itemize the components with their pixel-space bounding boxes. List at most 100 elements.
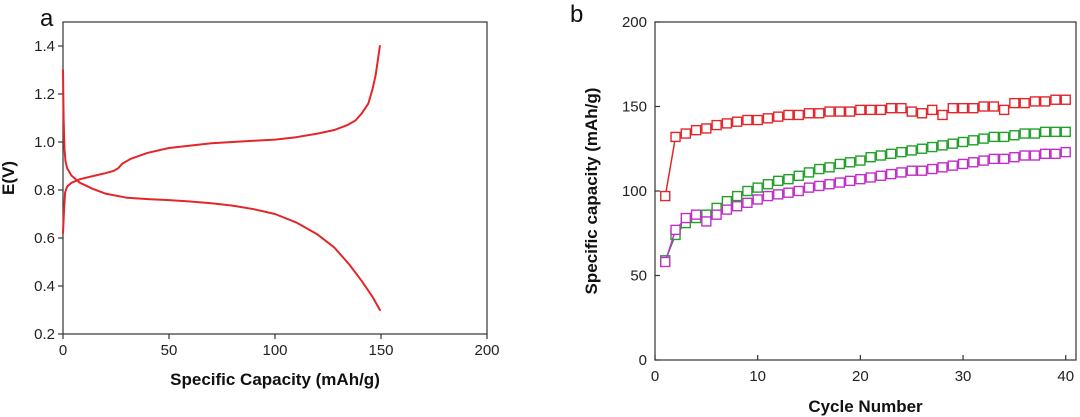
panel-b-red-point [731,116,743,127]
panel-b-red-point [855,104,866,116]
panel-b-magenta-point [896,167,907,178]
panel-a-x-tick-label: 150 [368,342,393,359]
panel-b-magenta-point [670,224,681,236]
panel-b-green-point [783,173,794,185]
panel-a-x-tick-label: 50 [161,342,178,359]
panel-b-magenta-point [701,216,712,227]
panel-b-green-point [762,179,774,190]
panel-b-green-point [803,167,815,178]
panel-a-discharge-curve [62,69,381,311]
panel-b-green-point [947,138,958,149]
panel-b-green-point [885,148,897,160]
panel-b-green-point [1009,130,1020,141]
panel-b-magenta-point [1019,150,1030,161]
panel-b-green-point [937,140,948,151]
panel-b-red-point [660,190,671,202]
panel-a-charge-curve [62,45,381,235]
panel-b-green-point [731,190,743,202]
panel-a-x-tick-label: 0 [59,342,67,359]
panel-b-x-ticks: 0 10 20 30 40 [651,355,1074,385]
panel-a-plot-frame [62,21,488,335]
panel-b-green-point [752,182,763,193]
panel-b-red-point [680,128,692,139]
panel-b-magenta-point [906,165,917,176]
panel-b-green-point [721,195,733,207]
panel-b-green-point [773,175,784,187]
panel-b-magenta-point [762,190,774,202]
panel-b-y-tick-label: 100 [622,183,647,200]
panel-b-magenta-point [1060,146,1071,158]
panel-b-green-point [793,170,804,181]
panel-b-magenta-point [885,168,897,180]
panel-b-magenta-point [844,175,856,187]
panel-b-magenta-point [937,162,948,173]
panel-b-red-point [1050,94,1061,105]
panel-b-red-point [814,108,825,119]
panel-b-red-point [701,123,712,134]
panel-b-magenta-point [660,256,671,268]
panel-b-magenta-point [680,212,692,224]
panel-b-red-point [885,102,897,114]
panel-b-y-tick-label: 0 [639,352,647,369]
panel-b-plot-frame [654,21,1077,361]
panel-a-y-axis-title: E(V) [0,161,18,195]
panel-b-green-point [834,158,846,170]
panel-b-red-point [793,109,804,121]
panel-b-green-point [988,131,1000,143]
panel-b-magenta-point [834,177,846,188]
panel-a-y-tick-label: 0.2 [34,326,55,343]
panel-b-green-point [1019,128,1030,139]
panel-b-green-point [824,162,835,173]
panel-b-y-ticks: 0 50 100 150 200 [622,14,660,369]
panel-a-y-tick-label: 0.4 [34,278,55,295]
panel-b-green-point [865,151,876,163]
panel-b-red-point [1029,96,1041,107]
panel-b-red-point [742,114,753,126]
panel-b-red-point [947,102,958,114]
panel-b-green-point [906,145,917,156]
panel-b-magenta-point [927,163,938,175]
panel-b-green-point [1050,126,1061,138]
panel-b-red-point [752,114,763,126]
panel-b-magenta-point [957,158,969,170]
panel-b-red-point [916,108,928,119]
panel-b-magenta-point [1039,148,1051,160]
panel-b-magenta-point [1009,151,1020,163]
panel-b-magenta-point [998,153,1010,165]
panel-b-red-point [670,131,681,143]
panel-a-y-tick-label: 0.8 [34,182,55,199]
panel-a-x-tick-label: 100 [262,342,287,359]
panel-b-green-point [1039,126,1051,138]
panel-b-red-point [690,124,702,136]
panel-b-magenta-point [875,170,887,181]
panel-b-green-point [814,163,825,175]
panel-b-magenta-point [978,155,989,166]
panel-b-magenta-point [865,172,876,183]
panel-b-magenta-point [855,173,866,185]
panel-a-x-tick-label: 200 [474,342,499,359]
panel-b-red-point [824,106,835,117]
panel-a-y-tick-label: 1.4 [34,38,55,55]
panel-a-x-axis-title: Specific Capacity (mAh/g) [170,370,380,389]
panel-b-y-tick-label: 150 [622,99,647,116]
panel-a-series [62,45,381,311]
panel-b-red-point [783,109,794,121]
panel-b-magenta-point [721,204,733,215]
panel-b-red-point [844,106,856,117]
panel-b-magenta-point [916,165,928,176]
panel-b-green-point [742,185,753,197]
panel-b-magenta-point [731,201,743,212]
panel-b-red-point [1039,96,1051,107]
panel-b-y-tick-label: 200 [622,14,647,31]
panel-b-magenta-point [752,194,763,205]
panel-b-red-point [988,101,1000,112]
panel-b-series [660,94,1071,268]
panel-b-red-point [762,113,774,124]
panel-b-magenta-point [1029,150,1041,161]
panel-b-red-point [865,104,876,116]
panel-b-red-point [711,119,722,131]
panel-b-red-point [721,118,733,129]
panel-b-red-point [998,104,1010,116]
panel-b-red-point [834,106,846,117]
panel-b-red-point [968,102,979,114]
